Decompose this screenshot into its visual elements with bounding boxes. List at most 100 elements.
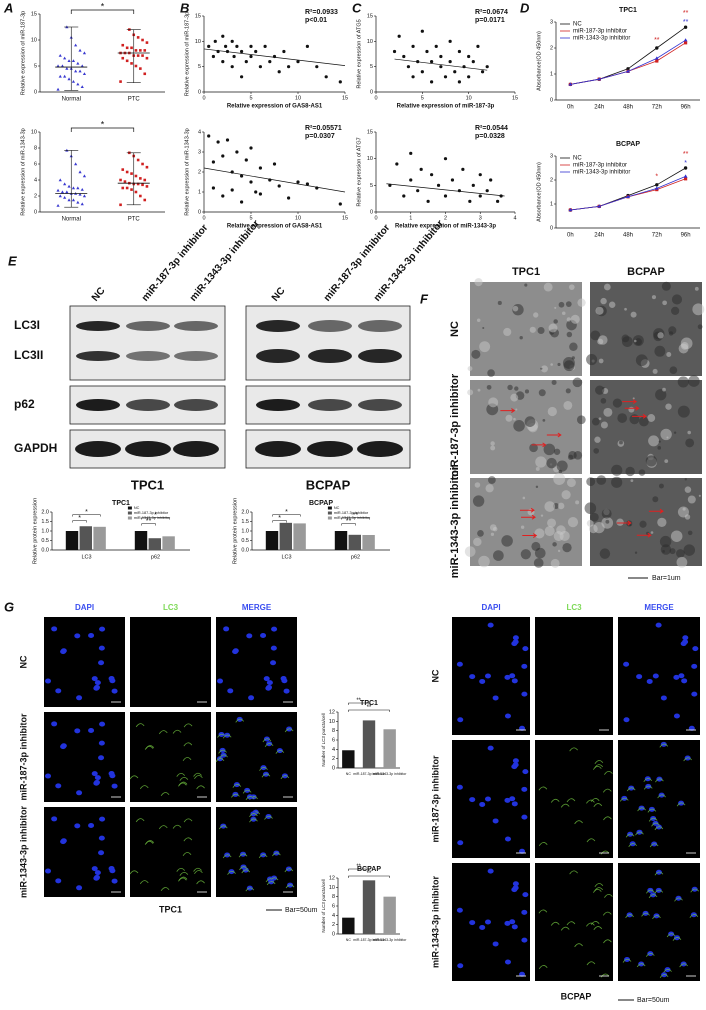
data-point xyxy=(67,184,71,188)
data-point xyxy=(244,60,248,64)
data-point xyxy=(121,168,125,171)
nucleus xyxy=(94,680,101,686)
nucleus xyxy=(691,663,698,669)
y-axis-label: Relative expression of ATG7 xyxy=(356,137,362,206)
data-point xyxy=(71,59,76,62)
lc3-signal xyxy=(603,939,612,944)
bar xyxy=(362,880,376,934)
em-texture xyxy=(598,417,602,421)
data-point xyxy=(119,203,122,207)
nucleus xyxy=(111,688,118,694)
data-point xyxy=(568,208,573,212)
em-texture xyxy=(561,490,571,500)
em-texture xyxy=(645,455,657,467)
lc3-signal xyxy=(646,889,655,894)
y-tick-label: 5 xyxy=(370,64,373,70)
significance-label: * xyxy=(655,174,658,181)
x-tick-label: Normal xyxy=(62,97,81,103)
em-texture xyxy=(652,496,659,503)
nucleus xyxy=(246,633,253,639)
em-texture xyxy=(666,352,672,358)
nucleus xyxy=(521,786,528,792)
em-texture xyxy=(543,443,556,456)
em-texture xyxy=(567,516,579,528)
em-texture xyxy=(557,549,561,553)
em-texture xyxy=(662,387,666,392)
panel-label: D xyxy=(520,0,530,15)
lc3-signal xyxy=(666,933,676,938)
em-image xyxy=(470,282,582,376)
bar xyxy=(93,526,106,550)
legend-label: miR-187-3p inhibitor xyxy=(573,163,627,169)
em-texture xyxy=(677,376,689,388)
row-label: miR-187-3p inhibitor xyxy=(430,755,440,843)
data-point xyxy=(76,61,80,65)
bar xyxy=(334,531,348,550)
panel-label: E xyxy=(8,253,17,268)
data-point xyxy=(287,65,291,69)
em-texture xyxy=(569,342,578,351)
lc3-signal xyxy=(659,974,669,978)
data-point xyxy=(277,70,281,74)
nucleus xyxy=(688,725,695,731)
data-point xyxy=(626,69,630,73)
y-tick-label: 0 xyxy=(198,89,201,95)
significance-bracket xyxy=(70,127,135,132)
em-texture xyxy=(476,318,481,323)
data-point xyxy=(145,41,149,44)
x-tick-label: 10 xyxy=(295,215,301,221)
nucleus xyxy=(673,674,680,680)
data-point xyxy=(80,85,84,88)
y-tick-label: 0.0 xyxy=(241,547,249,553)
nucleus xyxy=(55,783,62,789)
lc3-signal xyxy=(172,729,182,734)
em-arrow xyxy=(648,508,664,514)
blot-band xyxy=(357,441,403,457)
nucleus xyxy=(673,713,680,719)
x-tick-label: 5 xyxy=(249,215,252,221)
em-arrow xyxy=(622,399,638,405)
nucleus xyxy=(511,801,518,807)
legend-swatch xyxy=(127,511,132,515)
blot-band xyxy=(308,349,352,363)
lc3-signal xyxy=(626,787,636,792)
lc3-signal xyxy=(586,961,596,966)
nucleus xyxy=(74,823,81,829)
blot-band xyxy=(308,320,352,332)
blot-band xyxy=(126,321,170,331)
data-point xyxy=(71,80,76,83)
x-tick-label: 24h xyxy=(594,105,604,111)
y-tick-label: 12 xyxy=(329,709,335,715)
y-tick-label: 0 xyxy=(34,89,37,95)
nucleus xyxy=(270,660,277,666)
nucleus xyxy=(479,801,486,807)
lc3-signal xyxy=(594,760,604,764)
legend-swatch xyxy=(327,506,332,510)
nucleus xyxy=(60,648,67,654)
nucleus xyxy=(484,796,491,802)
data-point xyxy=(388,183,392,187)
nucleus xyxy=(479,924,486,930)
em-texture xyxy=(638,469,646,476)
lc3-signal xyxy=(160,887,170,892)
lc3-signal xyxy=(560,926,570,931)
nucleus xyxy=(51,721,58,727)
nucleus xyxy=(652,673,659,679)
nucleus xyxy=(55,688,62,694)
lc3-signal xyxy=(628,843,638,848)
lc3-signal xyxy=(284,868,294,873)
x-tick-label: 2 xyxy=(444,215,447,221)
fit-line xyxy=(394,58,488,71)
x-tick-label: 4 xyxy=(513,215,516,221)
nucleus xyxy=(487,868,494,874)
bar xyxy=(279,522,293,550)
data-point xyxy=(76,200,80,204)
data-point xyxy=(56,204,60,207)
em-texture xyxy=(482,326,485,330)
em-texture xyxy=(471,349,481,359)
channel-label: DAPI xyxy=(75,603,94,612)
lc3-signal xyxy=(241,869,251,874)
y-tick-label: 3 xyxy=(550,19,553,25)
nucleus xyxy=(504,797,511,803)
em-texture xyxy=(639,520,647,528)
